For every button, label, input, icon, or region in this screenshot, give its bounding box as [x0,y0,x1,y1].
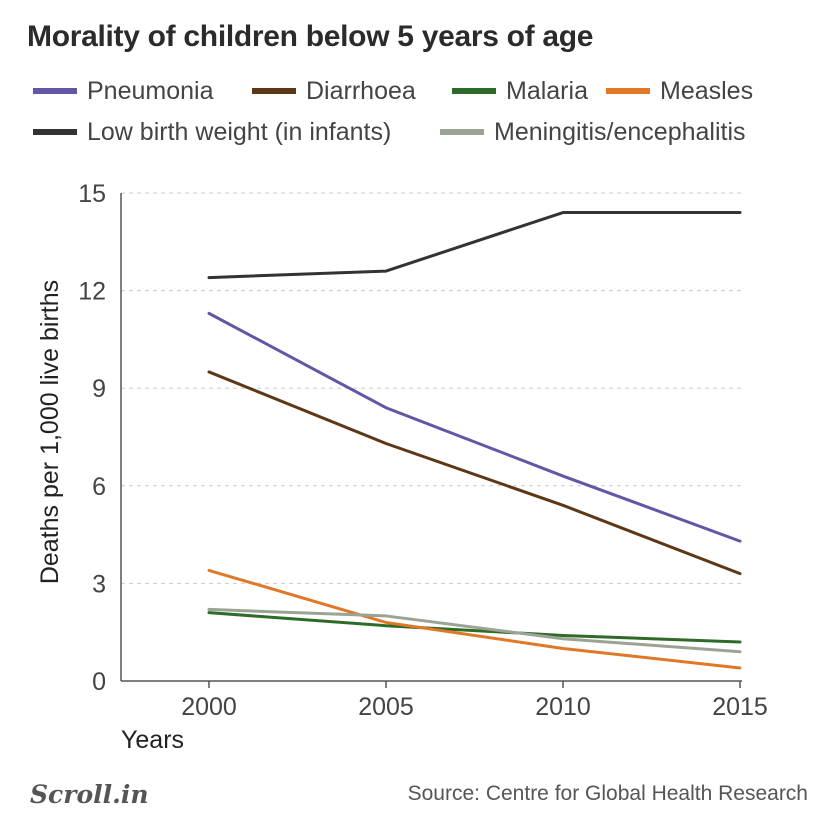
legend-swatch-malaria [452,88,496,94]
legend-swatch-measles [606,88,650,94]
legend-item-diarrhoea: Diarrhoea [252,76,416,106]
legend-swatch-meningitis [440,129,484,135]
legend-label-measles: Measles [660,76,754,105]
y-axis-label: Deaths per 1,000 live births [36,280,64,584]
source-note: Source: Centre for Global Health Researc… [407,782,808,805]
legend-label-meningitis: Meningitis/encephalitis [494,117,746,146]
legend-item-low-birth-weight: Low birth weight (in infants) [33,117,391,147]
legend-label-low-birth-weight: Low birth weight (in infants) [87,117,392,146]
series-line-low-birth-weight-in-infants [207,211,742,280]
series-line-measles [207,568,742,670]
y-tick-label-3: 3 [92,570,106,598]
x-tick-label-2010: 2010 [535,693,591,721]
x-tick-label-2015: 2015 [712,693,768,721]
y-tick-label-12: 12 [78,278,106,306]
scroll-logo: Scroll.in [30,780,149,809]
x-tick-label-2000: 2000 [181,693,237,721]
y-tick-label-6: 6 [92,473,106,501]
y-tick-label-15: 15 [78,180,106,208]
series-line-malaria [207,611,742,644]
legend-item-meningitis: Meningitis/encephalitis [440,117,746,147]
legend-label-pneumonia: Pneumonia [87,76,214,105]
grid-lines [121,192,742,584]
series-line-pneumonia [207,311,742,543]
legend-swatch-low-birth-weight [33,129,77,135]
legend-swatch-diarrhoea [252,88,296,94]
y-tick-label-9: 9 [92,375,106,403]
axes [120,193,742,682]
legend-label-malaria: Malaria [506,76,588,105]
chart-title: Morality of children below 5 years of ag… [27,20,594,53]
y-tick-labels: 0 3 6 9 12 15 [78,180,106,696]
series-lines [207,211,742,670]
y-tick-label-0: 0 [92,668,106,696]
x-tick-label-2005: 2005 [358,693,414,721]
x-tick-labels: 2000 2005 2010 2015 [181,681,768,721]
series-line-meningitis-encephalitis [207,607,742,654]
legend-item-malaria: Malaria [452,76,588,106]
legend-label-diarrhoea: Diarrhoea [306,76,416,105]
legend-swatch-pneumonia [33,88,77,94]
legend-item-measles: Measles [606,76,753,106]
series-line-diarrhoea [207,370,742,576]
legend-item-pneumonia: Pneumonia [33,76,213,106]
x-axis-label: Years [121,726,184,754]
